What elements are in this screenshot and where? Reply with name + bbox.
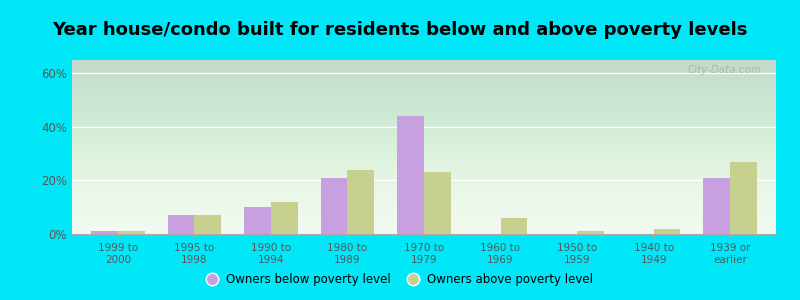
Bar — [91, 231, 118, 234]
Bar — [730, 162, 757, 234]
Bar — [168, 215, 194, 234]
Bar — [703, 178, 730, 234]
Bar — [244, 207, 271, 234]
Legend: Owners below poverty level, Owners above poverty level: Owners below poverty level, Owners above… — [202, 269, 598, 291]
Bar — [118, 231, 145, 234]
Bar — [321, 178, 347, 234]
Bar — [501, 218, 527, 234]
Bar — [577, 231, 604, 234]
Bar — [271, 202, 298, 234]
Bar — [654, 229, 680, 234]
Bar — [424, 172, 450, 234]
Bar — [398, 116, 424, 234]
Bar — [347, 170, 374, 234]
Text: Year house/condo built for residents below and above poverty levels: Year house/condo built for residents bel… — [52, 21, 748, 39]
Bar — [194, 215, 222, 234]
Text: City-Data.com: City-Data.com — [688, 65, 762, 75]
